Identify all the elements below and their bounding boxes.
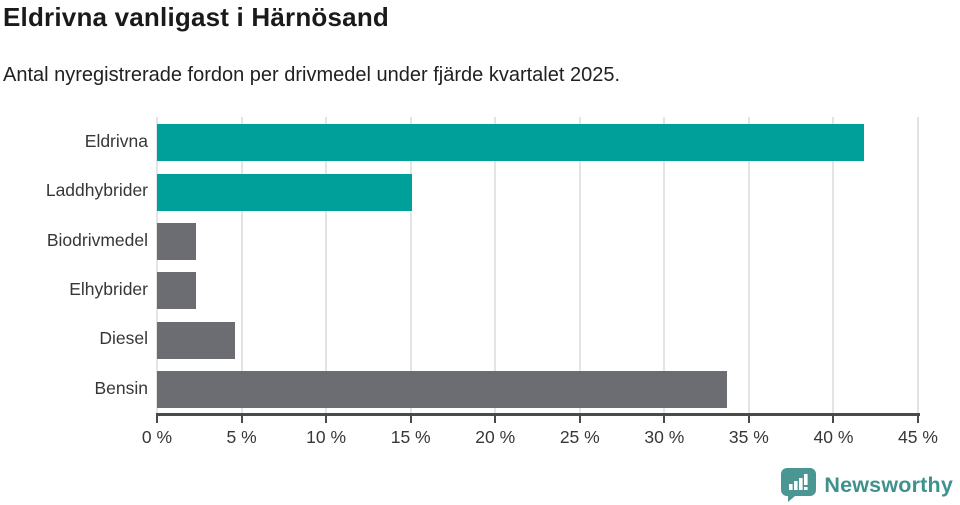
x-axis-tick — [494, 415, 497, 423]
x-axis-tick-label: 0 % — [141, 427, 173, 447]
gridline — [494, 117, 497, 413]
newsworthy-logo-text: Newsworthy — [824, 472, 953, 497]
x-axis-tick — [663, 415, 666, 423]
category-label-eldrivna: Eldrivna — [84, 131, 148, 152]
bar-bensin — [157, 370, 727, 408]
x-axis-tick-label: 10 % — [306, 427, 347, 447]
newsworthy-speech-bubble-chart-icon — [781, 468, 817, 502]
x-axis-tick — [325, 415, 328, 423]
bar-biodrivmedel — [157, 222, 196, 260]
x-axis-tick — [156, 415, 158, 423]
x-axis-tick-label: 25 % — [559, 427, 600, 447]
gridline — [156, 117, 158, 413]
x-axis-tick — [747, 415, 750, 423]
gridline — [832, 117, 835, 413]
x-axis-tick — [240, 415, 243, 423]
x-axis-tick-label: 15 % — [390, 427, 431, 447]
category-label-elhybrider: Elhybrider — [69, 279, 148, 300]
x-axis-tick — [578, 415, 581, 423]
bar-eldrivna — [157, 124, 864, 162]
x-axis-tick-label: 20 % — [475, 427, 516, 447]
gridline — [409, 117, 412, 413]
gridline — [578, 117, 581, 413]
x-axis-tick-label: 5 % — [226, 427, 257, 447]
gridline — [747, 117, 750, 413]
gridline — [325, 117, 328, 413]
x-axis-tick — [917, 415, 919, 423]
category-label-bensin: Bensin — [94, 377, 148, 398]
bar-diesel — [157, 321, 235, 359]
chart-title: Eldrivna vanligast i Härnösand — [3, 2, 389, 32]
chart-subtitle: Antal nyregistrerade fordon per drivmede… — [3, 64, 621, 86]
x-axis-tick — [409, 415, 412, 423]
x-axis-line — [156, 413, 920, 416]
x-axis-tick-label: 45 % — [898, 427, 938, 447]
category-label-biodrivmedel: Biodrivmedel — [46, 229, 148, 250]
x-axis-tick-label: 30 % — [644, 427, 685, 447]
plot-area: 0 % 5 % 10 % 15 % 20 % 25 % 30 % 35 % 40 % 45 % — [142, 117, 938, 447]
gridline — [240, 117, 243, 413]
category-label-diesel: Diesel — [99, 328, 148, 349]
newsworthy-branding: Newsworthy — [781, 468, 953, 502]
category-label-laddhybrider: Laddhybrider — [45, 180, 148, 201]
x-axis-tick — [832, 415, 835, 423]
x-axis-tick-label: 35 % — [728, 427, 769, 447]
gridline — [663, 117, 666, 413]
category-axis-labels: Eldrivna Laddhybrider Biodrivmedel Elhybrid… — [0, 117, 148, 413]
gridline — [917, 117, 919, 413]
bar-laddhybrider — [157, 173, 413, 211]
x-axis-tick-label: 40 % — [813, 427, 854, 447]
bar-elhybrider — [157, 272, 196, 310]
